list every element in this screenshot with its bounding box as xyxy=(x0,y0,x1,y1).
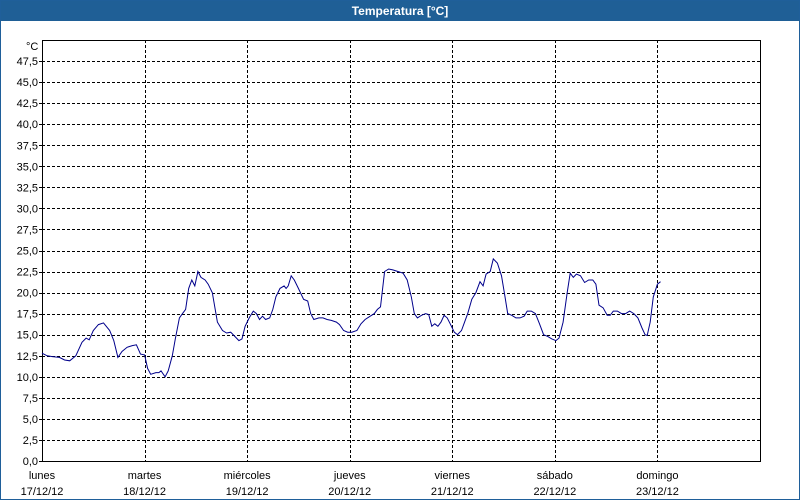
x-axis-labels: lunes 17/12/12 martes 18/12/12 miércoles 19/1… xyxy=(21,470,679,498)
y-tick-label: 7,5 xyxy=(23,393,38,405)
x-date-label: 22/12/12 xyxy=(533,486,576,498)
y-tick-label: 20,0 xyxy=(17,288,38,300)
y-tick-label: 27,5 xyxy=(17,224,38,236)
x-date-label: 23/12/12 xyxy=(636,486,679,498)
x-date-label: 20/12/12 xyxy=(328,486,371,498)
y-tick-label: 25,0 xyxy=(17,246,38,258)
y-tick-label: 17,5 xyxy=(17,309,38,321)
x-date-label: 18/12/12 xyxy=(123,486,166,498)
plot-frame xyxy=(42,40,761,462)
y-axis-unit-label: °C xyxy=(26,41,38,53)
x-day-label: viernes xyxy=(435,470,471,482)
temperature-series xyxy=(41,257,661,378)
y-axis-labels: 0,0 2,5 5,0 7,5 10,0 12,5 15,0 17,5 20,0 22,5 25,0… xyxy=(17,56,42,468)
y-tick-label: 42,5 xyxy=(17,98,38,110)
y-tick-label: 12,5 xyxy=(17,351,38,363)
x-date-label: 19/12/12 xyxy=(226,486,269,498)
y-tick-label: 22,5 xyxy=(17,267,38,279)
grid-lines xyxy=(42,40,760,461)
y-tick-label: 10,0 xyxy=(17,372,38,384)
x-day-label: domingo xyxy=(636,470,678,482)
x-date-label: 17/12/12 xyxy=(21,486,64,498)
x-day-label: sábado xyxy=(537,470,573,482)
x-day-label: miércoles xyxy=(224,470,272,482)
y-tick-label: 47,5 xyxy=(17,56,38,68)
plot-border xyxy=(42,40,761,462)
y-tick-label: 30,0 xyxy=(17,203,38,215)
y-tick-label: 15,0 xyxy=(17,330,38,342)
x-day-label: martes xyxy=(128,470,162,482)
y-tick-label: 35,0 xyxy=(17,161,38,173)
y-tick-label: 0,0 xyxy=(23,456,38,468)
y-tick-label: 37,5 xyxy=(17,140,38,152)
y-tick-label: 32,5 xyxy=(17,182,38,194)
y-tick-label: 45,0 xyxy=(17,77,38,89)
x-date-label: 21/12/12 xyxy=(431,486,474,498)
title-bar: Temperatura [°C] xyxy=(1,1,799,21)
temperature-line xyxy=(41,257,661,378)
y-tick-label: 2,5 xyxy=(23,435,38,447)
x-day-label: jueves xyxy=(333,470,366,482)
chart-title: Temperatura [°C] xyxy=(351,4,449,18)
y-tick-label: 40,0 xyxy=(17,119,38,131)
x-day-label: lunes xyxy=(29,470,56,482)
y-tick-label: 5,0 xyxy=(23,414,38,426)
